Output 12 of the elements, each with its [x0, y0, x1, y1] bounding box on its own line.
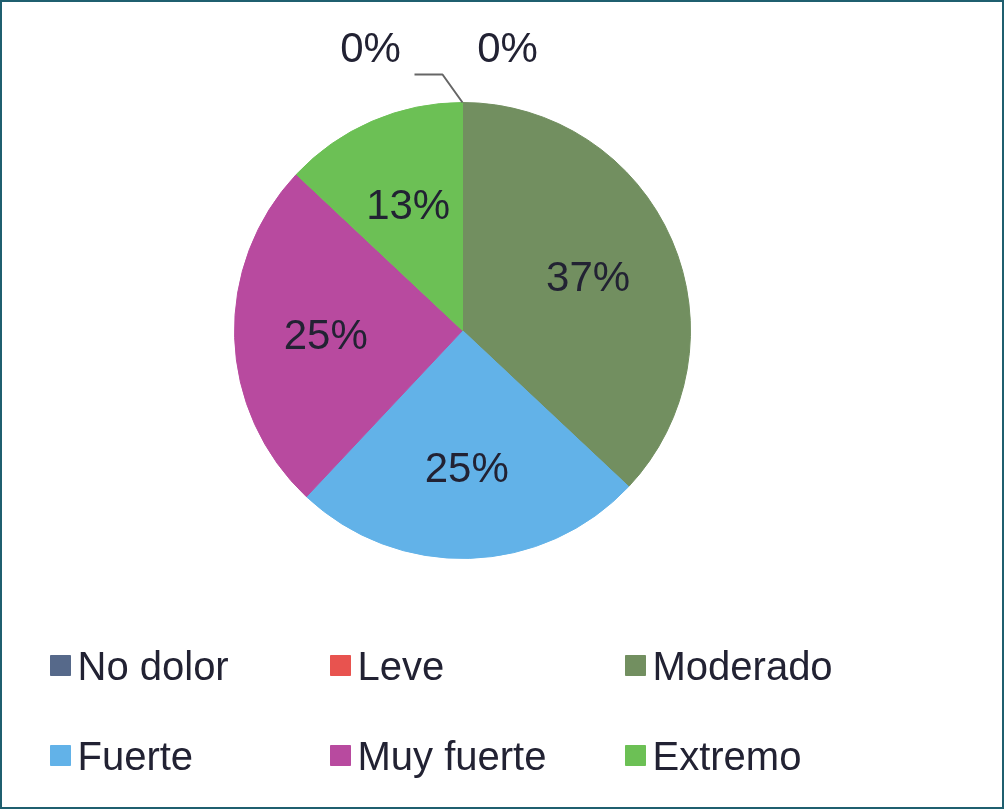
legend-label: Leve: [357, 643, 445, 688]
legend-label: No dolor: [77, 643, 229, 688]
legend-label: Moderado: [652, 643, 833, 688]
legend-label: Extremo: [652, 733, 802, 778]
data-label: 25%: [424, 443, 509, 491]
legend-label: Fuerte: [77, 733, 194, 778]
data-label: 13%: [366, 181, 451, 229]
data-label: 25%: [283, 311, 368, 359]
text: 0%: [340, 24, 401, 71]
text: 0%: [477, 24, 538, 71]
legend-label: Muy fuerte: [357, 733, 547, 778]
data-label: 37%: [546, 252, 631, 300]
